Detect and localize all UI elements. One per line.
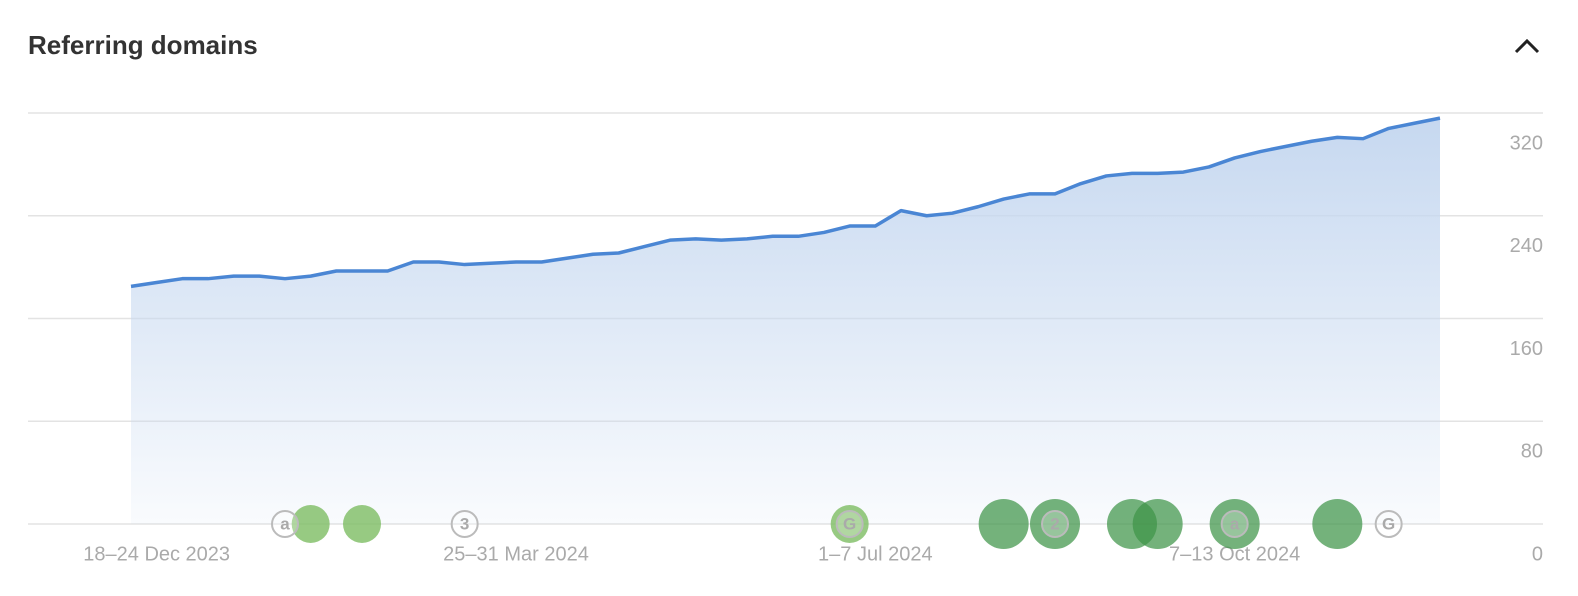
event-icon	[1041, 510, 1069, 538]
line	[130, 116, 1441, 289]
event-label: a	[280, 514, 290, 533]
area	[131, 118, 1440, 524]
y-tick-label: 320	[1510, 132, 1543, 154]
event-label: 3	[460, 514, 469, 533]
event-icon	[450, 510, 479, 538]
event-icon	[271, 510, 299, 538]
chart-title: Referring domains	[28, 30, 258, 60]
event-bubble	[1030, 499, 1080, 549]
y-tick-label: 80	[1521, 441, 1543, 463]
event-bubble	[1209, 499, 1260, 549]
x-tick-label: 1–7 Jul 2024	[818, 543, 933, 565]
event-label: G	[843, 514, 856, 533]
event-bubble	[1312, 499, 1363, 549]
event-bubble	[1132, 499, 1183, 549]
x-tick-label: 25–31 Mar 2024	[443, 543, 589, 565]
event-icon	[1220, 510, 1249, 538]
event-label: 2	[1050, 514, 1059, 533]
y-tick-label: 160	[1510, 338, 1543, 360]
event-label: G	[1382, 514, 1395, 533]
y-tick-label: 0	[1532, 543, 1543, 565]
event-icon	[1374, 510, 1403, 538]
x-tick-label: 7–13 Oct 2024	[1169, 543, 1300, 565]
y-tick-label: 240	[1510, 235, 1543, 257]
event-bubble	[291, 505, 330, 543]
event-bubble	[978, 499, 1029, 549]
event-bubble	[343, 505, 381, 543]
x-tick-label: 18–24 Dec 2023	[83, 543, 230, 565]
event-icon	[835, 510, 864, 538]
event-label: a	[1230, 514, 1240, 533]
collapse-button[interactable]	[1514, 38, 1540, 54]
